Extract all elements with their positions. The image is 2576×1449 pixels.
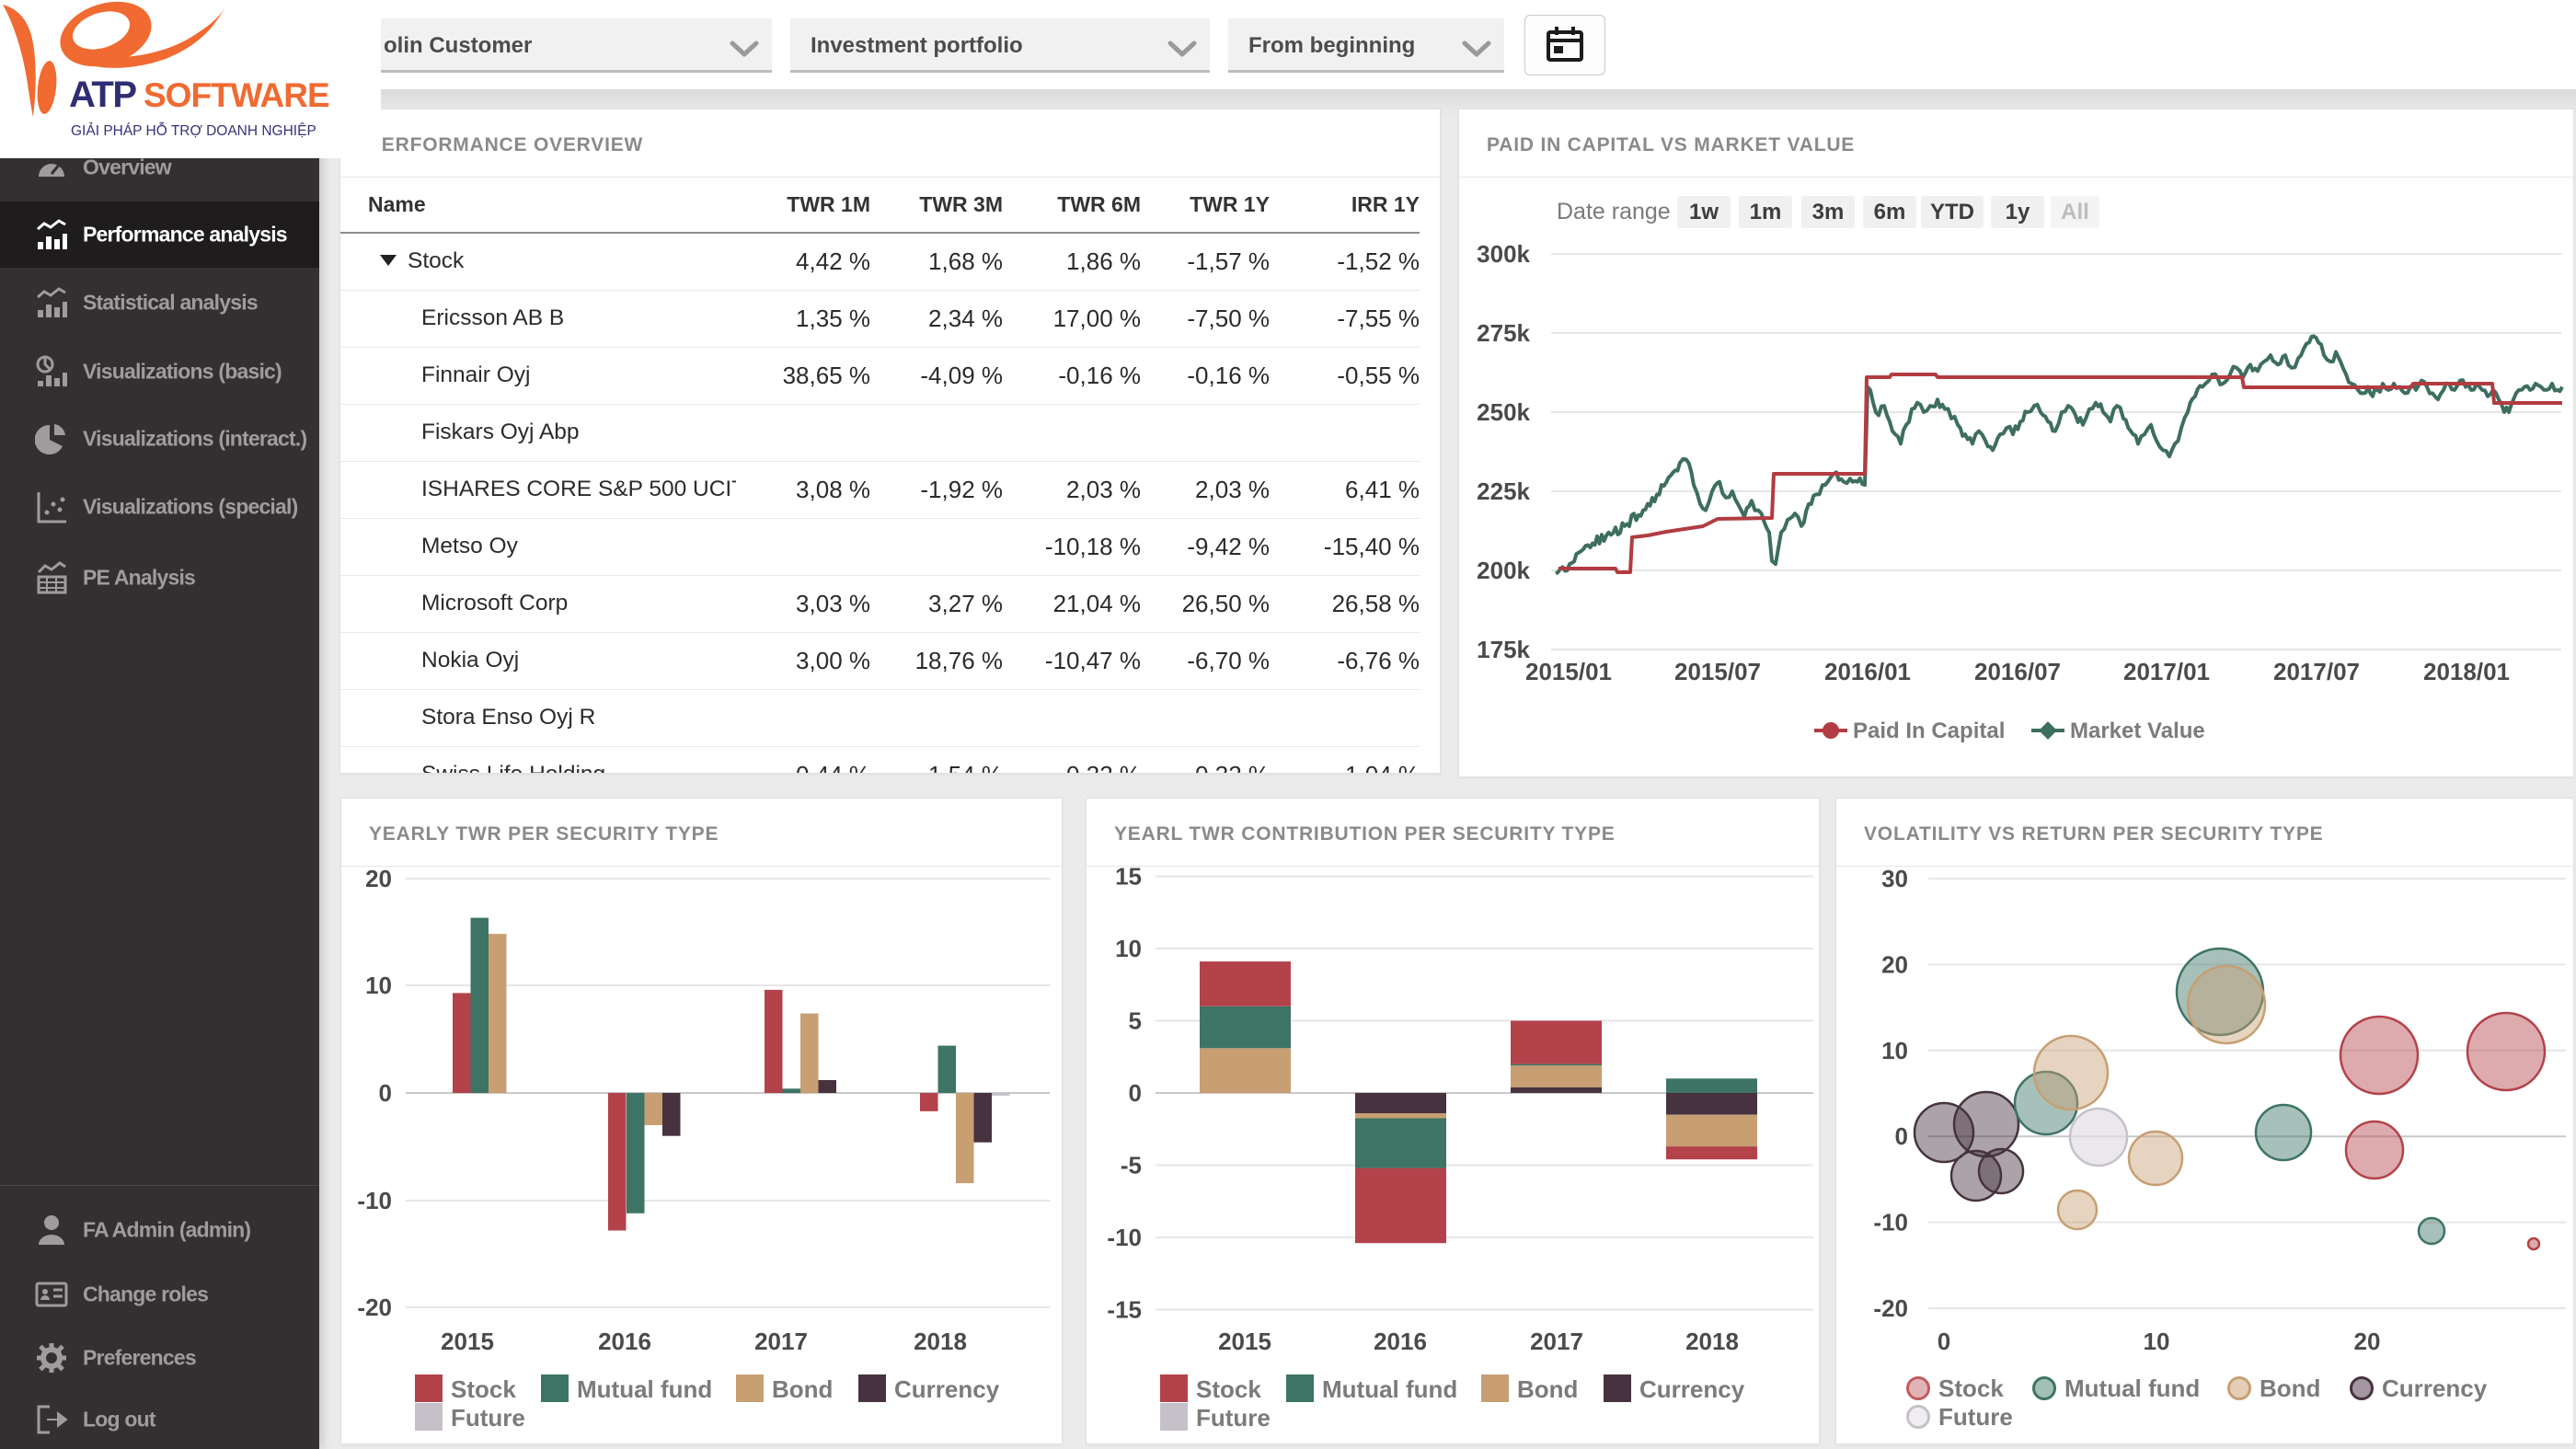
svg-text:275k: 275k: [1477, 319, 1530, 347]
svg-text:2016/01: 2016/01: [1824, 658, 1911, 685]
svg-text:-10: -10: [1107, 1224, 1142, 1251]
svg-text:2018: 2018: [914, 1328, 967, 1355]
svg-text:SOFTWARE: SOFTWARE: [144, 76, 329, 114]
svg-text:2015/01: 2015/01: [1525, 658, 1612, 685]
svg-text:300k: 300k: [1477, 240, 1530, 268]
svg-text:ATP: ATP: [69, 75, 136, 115]
svg-text:2017: 2017: [754, 1328, 808, 1355]
svg-text:0: 0: [1938, 1328, 1950, 1355]
svg-text:10: 10: [1881, 1037, 1908, 1064]
svg-text:225k: 225k: [1477, 477, 1530, 505]
svg-text:5: 5: [1129, 1007, 1142, 1035]
svg-text:30: 30: [1881, 865, 1908, 892]
svg-text:10: 10: [2144, 1328, 2170, 1355]
svg-text:20: 20: [2354, 1328, 2381, 1355]
svg-text:2017/07: 2017/07: [2273, 658, 2360, 685]
svg-text:-10: -10: [1873, 1209, 1908, 1236]
svg-text:2017/01: 2017/01: [2123, 658, 2210, 685]
svg-text:0: 0: [1129, 1079, 1142, 1107]
svg-text:2016: 2016: [598, 1328, 651, 1355]
svg-text:250k: 250k: [1477, 398, 1530, 426]
svg-text:10: 10: [1115, 935, 1142, 962]
svg-text:2016/07: 2016/07: [1974, 658, 2061, 685]
svg-text:175k: 175k: [1477, 636, 1530, 663]
svg-text:20: 20: [365, 865, 392, 892]
svg-text:2018: 2018: [1685, 1328, 1739, 1355]
svg-text:15: 15: [1115, 863, 1142, 891]
svg-text:0: 0: [379, 1079, 392, 1107]
svg-text:10: 10: [365, 972, 392, 999]
svg-text:-20: -20: [1873, 1294, 1908, 1322]
svg-text:GIẢI PHÁP HỖ TRỢ DOANH NGHIỆP: GIẢI PHÁP HỖ TRỢ DOANH NGHIỆP: [71, 122, 316, 139]
svg-text:2017: 2017: [1530, 1328, 1583, 1355]
svg-text:0: 0: [1895, 1122, 1908, 1150]
svg-text:2016: 2016: [1374, 1328, 1427, 1355]
svg-text:2015: 2015: [1218, 1328, 1271, 1355]
svg-text:-15: -15: [1107, 1296, 1142, 1324]
svg-text:2015: 2015: [441, 1328, 494, 1355]
svg-text:2018/01: 2018/01: [2423, 658, 2510, 685]
svg-text:2015/07: 2015/07: [1674, 658, 1761, 685]
svg-text:20: 20: [1881, 950, 1908, 978]
svg-text:200k: 200k: [1477, 557, 1530, 584]
svg-text:-5: -5: [1121, 1152, 1142, 1179]
svg-text:-10: -10: [357, 1187, 392, 1214]
svg-text:-20: -20: [357, 1294, 392, 1321]
